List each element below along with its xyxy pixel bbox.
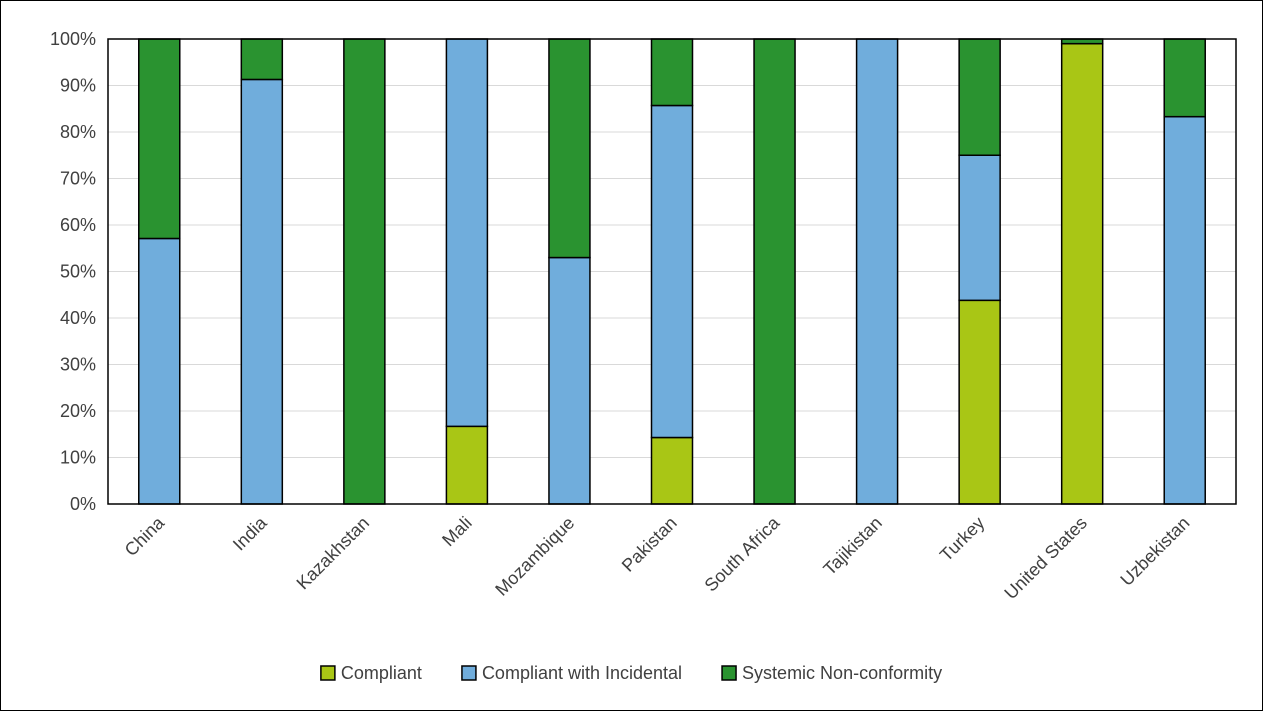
y-tick-label: 70% [60,169,96,189]
bar-segment [855,38,899,505]
x-category-label: Uzbekistan [1116,513,1193,590]
bar-segment [958,299,1001,505]
x-category-label: Mozambique [491,513,578,600]
plot-area-border [107,38,1237,505]
bar-segment [1163,38,1206,118]
bar-segment [445,425,489,505]
x-category-label: Kazakhstan [293,513,374,594]
legend: Compliant Compliant with Incidental System… [320,663,942,683]
legend-swatch [320,665,336,681]
y-tick-label: 90% [60,76,96,96]
y-tick-label: 40% [60,308,96,328]
bar-segment [650,38,694,107]
y-tick-label: 60% [60,215,96,235]
bar-segment [753,38,796,505]
x-category-label: Pakistan [618,513,681,576]
bar-segment [138,38,181,240]
legend-label: Systemic Non-conformity [742,663,942,683]
bar-segment [343,38,386,505]
bar-segment [650,436,694,505]
bar-segment [240,78,284,505]
legend-label: Compliant [341,663,422,683]
x-category-label: United States [1000,513,1091,604]
x-category-label: India [229,512,271,554]
category-labels: China India Kazakhstan Mali Mozambique Pakist… [121,512,1194,603]
bar-segment [650,104,694,439]
y-tick-label: 30% [60,355,96,375]
y-axis-ticks: 0% 10% 20% 30% 40% 50% 60% 70% 80% 90% 100% [50,29,96,514]
bar-segment [138,237,181,505]
y-tick-label: 80% [60,122,96,142]
bar-segment [1163,115,1206,505]
legend-item: Compliant with Incidental [461,663,682,683]
bar-segment [958,154,1001,302]
y-tick-label: 10% [60,448,96,468]
x-category-label: South Africa [701,512,784,595]
bar-segment [240,38,284,81]
y-tick-label: 20% [60,401,96,421]
legend-label: Compliant with Incidental [482,663,682,683]
bar-segment [958,38,1001,156]
x-category-label: China [121,512,169,560]
x-category-label: Turkey [936,513,989,566]
bar-segment [548,38,591,259]
bar-segment [1060,42,1104,505]
x-category-label: Tajikistan [819,513,885,579]
y-tick-label: 0% [70,494,96,514]
y-tick-label: 50% [60,262,96,282]
legend-swatch [461,665,477,681]
bar-segment [548,256,591,505]
x-category-label: Mali [438,513,475,550]
axes [107,38,1237,505]
legend-item: Compliant [320,663,422,683]
y-tick-label: 100% [50,29,96,49]
legend-swatch [721,665,737,681]
bar-segment [445,38,489,428]
legend-item: Systemic Non-conformity [721,663,942,683]
